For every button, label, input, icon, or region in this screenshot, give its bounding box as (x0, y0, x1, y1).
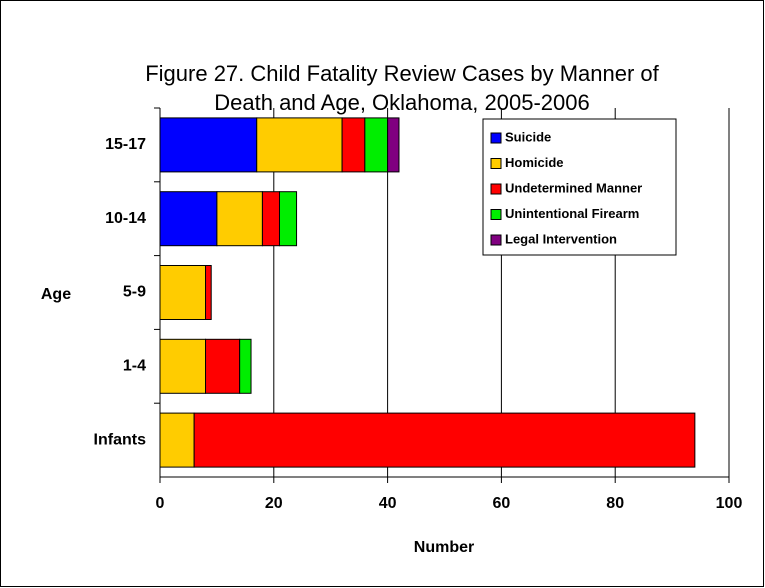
x-tick-label: 60 (493, 495, 511, 512)
y-tick-label: 10-14 (105, 210, 146, 227)
bar-segment (256, 117, 343, 173)
bar-segment (341, 117, 366, 173)
bar-segment (364, 117, 389, 173)
bar-segment (159, 117, 258, 173)
x-tick-label: 0 (156, 495, 165, 512)
legend-box (482, 118, 677, 256)
y-axis-label: Age (41, 286, 71, 303)
bar-segment (159, 338, 207, 394)
bar-segment (193, 412, 696, 468)
y-tick-label: 5-9 (123, 284, 146, 301)
y-tick-label: Infants (94, 431, 147, 448)
x-axis-label: Number (414, 539, 474, 556)
bar-segment (239, 338, 252, 394)
bar-segment (159, 191, 218, 247)
y-tick-label: 15-17 (105, 136, 146, 153)
legend-swatch (490, 183, 502, 195)
bar-segment (216, 191, 263, 247)
x-tick-label: 100 (716, 495, 743, 512)
legend-label: Suicide (505, 129, 551, 144)
legend-swatch (490, 209, 502, 220)
x-tick-label: 20 (265, 495, 283, 512)
legend-label: Undetermined Manner (505, 180, 642, 195)
bar-segment (278, 191, 298, 247)
legend-label: Legal Intervention (505, 231, 617, 246)
bar-segment (205, 265, 212, 320)
chart-title: Figure 27. Child Fatality Review Cases b… (145, 61, 659, 86)
bar-segment (387, 117, 400, 173)
legend-label: Homicide (505, 155, 564, 170)
legend-swatch (490, 158, 502, 169)
legend-label: Unintentional Firearm (505, 206, 639, 221)
legend-swatch (490, 234, 502, 246)
legend-swatch (490, 132, 502, 144)
bar-segment (205, 338, 241, 394)
bar-segment (159, 412, 195, 468)
bar-segment (159, 265, 207, 320)
y-tick-label: 1-4 (123, 358, 146, 375)
chart-title: Death and Age, Oklahoma, 2005-2006 (214, 90, 590, 115)
bar-segment (261, 191, 280, 247)
x-tick-label: 80 (606, 495, 624, 512)
x-tick-label: 40 (379, 495, 397, 512)
